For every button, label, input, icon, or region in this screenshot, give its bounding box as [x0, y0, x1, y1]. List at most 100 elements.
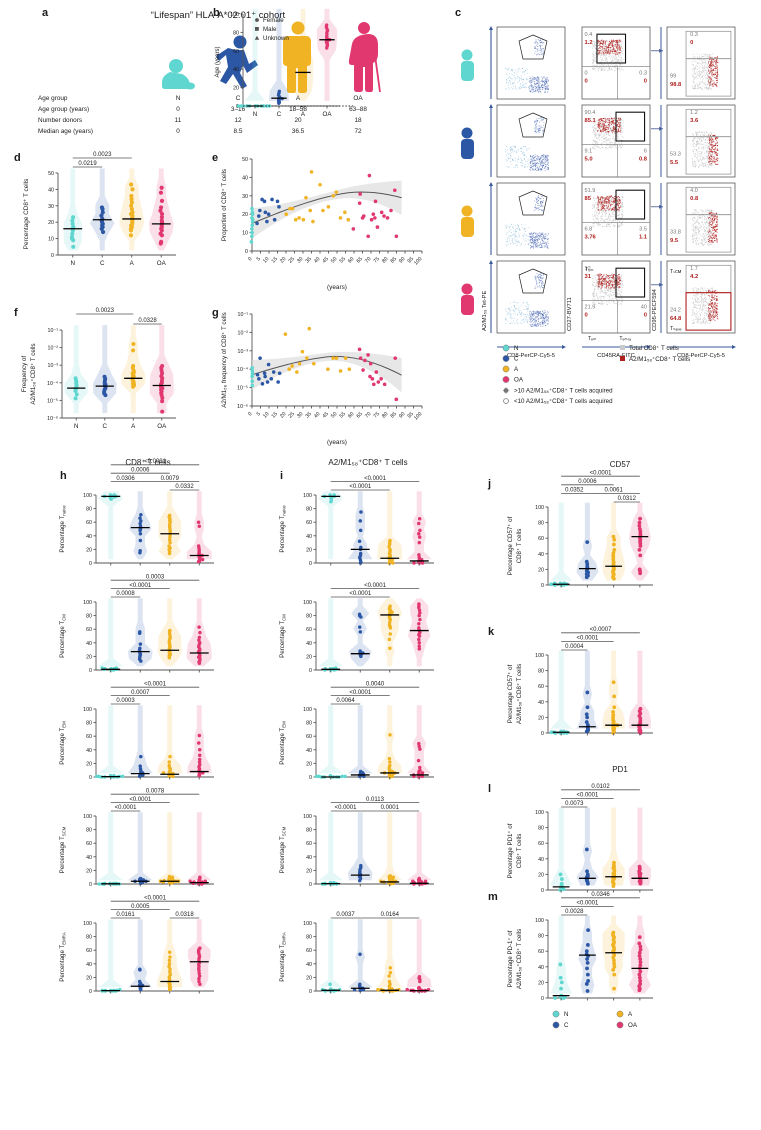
- data-point: [358, 953, 362, 957]
- data-point: [168, 755, 172, 759]
- data-point: [97, 882, 101, 886]
- quadrant-pct-grey: 9.1: [585, 149, 593, 155]
- y-tick-label: 100: [303, 921, 312, 927]
- y-tick-label: 40: [86, 641, 92, 647]
- x-tick-label: 80: [381, 411, 389, 419]
- data-point: [418, 641, 422, 645]
- data-point: [131, 348, 135, 352]
- y-tick-label: 40: [538, 965, 544, 971]
- p-value-label: 0.0352: [565, 488, 584, 494]
- y-tick-label: 100: [535, 505, 544, 511]
- data-point: [138, 646, 142, 650]
- x-tick-label: 35: [305, 411, 313, 419]
- axis-title-col1-y: A2/M1₅₈ Tet-PE: [482, 290, 488, 331]
- data-point: [276, 200, 280, 204]
- y-tick-label: 40: [306, 534, 312, 540]
- x-tick-label: 70: [364, 256, 372, 264]
- data-point: [359, 356, 363, 360]
- ylabel: A2/M1₅₈ frequency of CD8⁺ T cells: [221, 312, 228, 407]
- data-point: [129, 194, 133, 198]
- panel-a-row-label: Age group: [38, 95, 68, 102]
- data-point: [74, 396, 78, 400]
- panel-e-label: e: [212, 152, 218, 164]
- p-value-label: 0.0003: [146, 574, 165, 580]
- data-point: [388, 539, 392, 543]
- legend-celltype-label: Total CD8⁺ T cells: [629, 345, 679, 352]
- quadrant-pct-red: 5.5: [670, 160, 679, 166]
- data-point: [257, 214, 261, 218]
- data-point: [376, 988, 380, 992]
- data-point: [383, 383, 387, 387]
- x-tick-label: 0: [247, 256, 253, 262]
- data-point: [198, 946, 202, 950]
- legend-group-label: N: [564, 1011, 568, 1018]
- data-point: [302, 218, 306, 222]
- data-point: [359, 864, 363, 868]
- violin-shape: [407, 705, 432, 773]
- data-point: [612, 959, 616, 963]
- data-point: [612, 543, 616, 547]
- data-point: [257, 377, 261, 381]
- x-tick-label: 100: [413, 256, 423, 266]
- y-tick-label: 80: [538, 521, 544, 527]
- data-point: [339, 216, 343, 220]
- p-value-label: <0.0001: [349, 484, 372, 490]
- legend-group-label: N: [514, 345, 518, 352]
- panel-m-label: m: [488, 891, 498, 903]
- data-point: [198, 753, 202, 757]
- x-tick-label: 35: [305, 256, 313, 264]
- panel-j-label: j: [487, 478, 491, 490]
- y-tick-label: 40: [86, 962, 92, 968]
- legend-dot-A: [503, 366, 509, 372]
- p-value-label: <0.0001: [335, 805, 358, 811]
- ylabel-group: Percentage TEMRA: [59, 932, 67, 982]
- data-point: [612, 680, 616, 684]
- quadrant-pct-red: 0: [585, 79, 588, 85]
- flow-plot-col2-OA: [582, 261, 663, 333]
- violin-shape: [318, 812, 343, 880]
- p-value-label: <0.0007: [590, 627, 613, 633]
- legend-dot-N: [503, 345, 509, 351]
- x-tick-label: 15: [271, 256, 279, 264]
- x-tick-label: 90: [398, 256, 406, 264]
- quadrant-pct-grey: 0: [585, 71, 588, 77]
- gate-label-tscm: Tₛсм: [670, 269, 682, 275]
- violin-shape: [317, 9, 337, 101]
- y-tick-label: 20: [306, 654, 312, 660]
- x-tick-label: N: [74, 423, 78, 430]
- quadrant-pct-grey: 24.2: [670, 307, 681, 313]
- x-tick-label: N: [71, 260, 75, 267]
- x-tick-label: 50: [330, 256, 338, 264]
- y-tick-label: 20: [306, 547, 312, 553]
- data-point: [263, 200, 267, 204]
- data-point: [586, 979, 590, 983]
- data-point: [75, 392, 79, 396]
- y-tick-label: 20: [538, 715, 544, 721]
- data-point: [612, 548, 616, 552]
- p-value-label: <0.0001: [115, 805, 138, 811]
- data-point: [639, 707, 643, 711]
- panel-i-label: i: [280, 470, 283, 482]
- data-point: [388, 760, 392, 764]
- y-tick-label: 0: [541, 583, 544, 589]
- p-value-label: 0.0023: [96, 308, 115, 314]
- panel-k-ylabel-line1: Percentage CD57⁺ of: [507, 664, 514, 723]
- panel-a-cell: 11: [175, 117, 182, 124]
- flow-plot-col1-OA: [489, 260, 565, 333]
- data-point: [418, 517, 422, 521]
- y-tick-label: 40: [86, 748, 92, 754]
- data-point: [417, 522, 421, 526]
- y-tick-label: 40: [538, 857, 544, 863]
- data-point: [138, 764, 142, 768]
- y-tick-label: 80: [233, 30, 239, 36]
- p-value-label: 0.0078: [146, 788, 165, 794]
- p-value-label: 0.0005: [131, 904, 150, 910]
- x-tick-label: 60: [347, 411, 355, 419]
- data-point: [198, 758, 202, 762]
- data-point: [168, 959, 172, 963]
- x-tick-label: 25: [288, 411, 296, 419]
- y-tick-label: 40: [48, 187, 54, 193]
- p-value-label: 0.0061: [604, 488, 623, 494]
- quadrant-pct-red: 98.8: [670, 82, 682, 88]
- data-point: [198, 734, 202, 738]
